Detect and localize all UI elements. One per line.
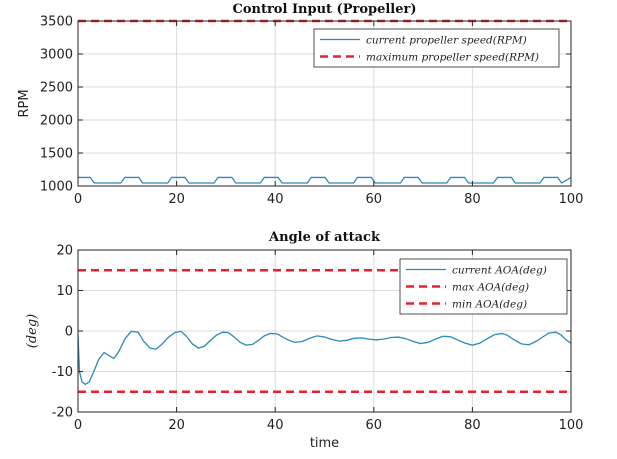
x-tick-label: 60 (366, 192, 383, 207)
y-tick-label: -10 (52, 365, 73, 380)
legend-label: min AOA(deg) (452, 299, 527, 311)
x-tick-label: 100 (559, 192, 584, 207)
x-tick-label: 60 (366, 418, 383, 433)
series-line-1 (78, 330, 571, 386)
y-tick-label: 2500 (40, 81, 73, 96)
x-tick-label: 0 (74, 192, 82, 207)
legend-box (313, 28, 560, 68)
legend: current AOA(deg) max AOA(deg) min AOA(deg) (399, 258, 568, 315)
y-tick-label: 1000 (40, 180, 73, 195)
y-axis-label: (deg) (25, 314, 40, 348)
y-tick-label: 0 (65, 325, 73, 340)
legend: current propeller speed(RPM) maximum prop… (313, 28, 560, 68)
y-tick-label: 10 (56, 284, 73, 299)
x-tick-label: 40 (267, 418, 284, 433)
y-tick-label: 3500 (40, 15, 73, 30)
x-axis-label: time (310, 436, 339, 451)
chart-2: 0 20 40 60 80 100 -20 -10 0 10 20 Angle of attack (d… (25, 230, 583, 451)
legend-label: maximum propeller speed(RPM) (366, 52, 539, 64)
chart-title: Angle of attack (268, 230, 381, 245)
series-line-1 (78, 176, 571, 184)
y-tick-label: 2000 (40, 114, 73, 129)
chart-title: Control Input (Propeller) (232, 2, 416, 17)
legend-label: current propeller speed(RPM) (366, 35, 527, 47)
y-axis-label: RPM (17, 89, 32, 117)
x-tick-label: 100 (559, 418, 584, 433)
x-tick-label: 20 (168, 192, 185, 207)
x-tick-label: 80 (464, 192, 481, 207)
y-tick-label: 3000 (40, 48, 73, 63)
x-tick-label: 0 (74, 418, 82, 433)
y-tick-label: 20 (56, 244, 73, 259)
y-tick-label: 1500 (40, 147, 73, 162)
x-tick-label: 20 (168, 418, 185, 433)
legend-box (399, 258, 568, 315)
y-tick-label: -20 (52, 406, 73, 421)
plot-area (77, 20, 572, 187)
chart-1: 0 20 40 60 80 100 1000 1500 2000 2500 3000 3500 Cont… (17, 2, 583, 207)
x-tick-label: 80 (464, 418, 481, 433)
legend-label: current AOA(deg) (452, 265, 547, 277)
x-tick-label: 40 (267, 192, 284, 207)
legend-label: max AOA(deg) (452, 282, 529, 294)
